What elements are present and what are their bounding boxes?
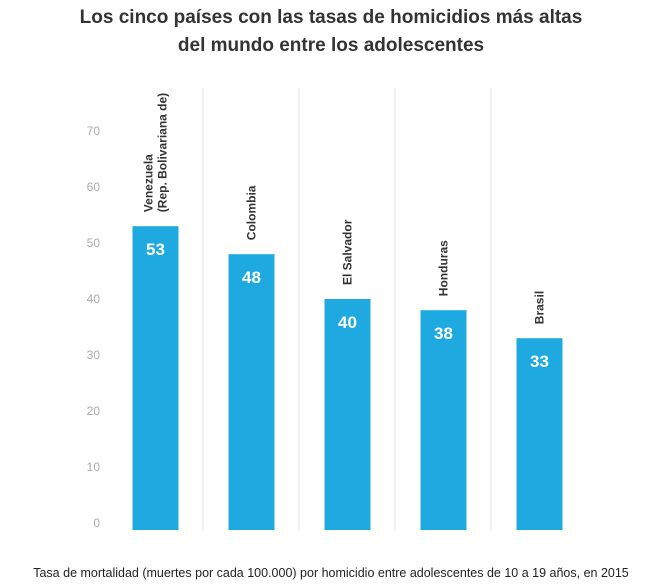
- y-tick-label: 20: [87, 404, 101, 418]
- chart-title-line-1: Los cinco países con las tasas de homici…: [79, 7, 583, 28]
- category-label: El Salvador: [341, 219, 355, 285]
- y-tick-label: 70: [87, 124, 101, 138]
- category-label: Honduras: [437, 240, 451, 296]
- chart-caption: Tasa de mortalidad (muertes por cada 100…: [33, 566, 629, 580]
- y-tick-label: 30: [87, 348, 101, 362]
- bar-value-label: 48: [242, 268, 261, 287]
- bar: [132, 226, 179, 530]
- bar: [420, 310, 467, 530]
- bar-value-label: 33: [530, 352, 549, 371]
- y-tick-label: 50: [87, 236, 101, 250]
- bar-value-label: 40: [338, 313, 357, 332]
- chart-title: Los cinco países con las tasas de homici…: [0, 4, 662, 60]
- y-tick-label: 10: [87, 460, 101, 474]
- category-label: Colombia: [245, 185, 259, 240]
- y-tick-label: 40: [87, 292, 101, 306]
- bar: [228, 254, 275, 530]
- bar: [516, 338, 563, 530]
- bar-value-label: 38: [434, 324, 453, 343]
- category-label: Venezuela: [142, 154, 156, 212]
- category-label: Brasil: [533, 291, 547, 324]
- y-tick-label: 0: [93, 516, 100, 530]
- category-label: (Rep. Bolivariana de): [156, 93, 170, 212]
- chart-title-line-2: del mundo entre los adolescentes: [177, 35, 485, 56]
- y-tick-label: 60: [87, 180, 101, 194]
- bar-value-label: 53: [146, 240, 165, 259]
- bar: [324, 299, 371, 530]
